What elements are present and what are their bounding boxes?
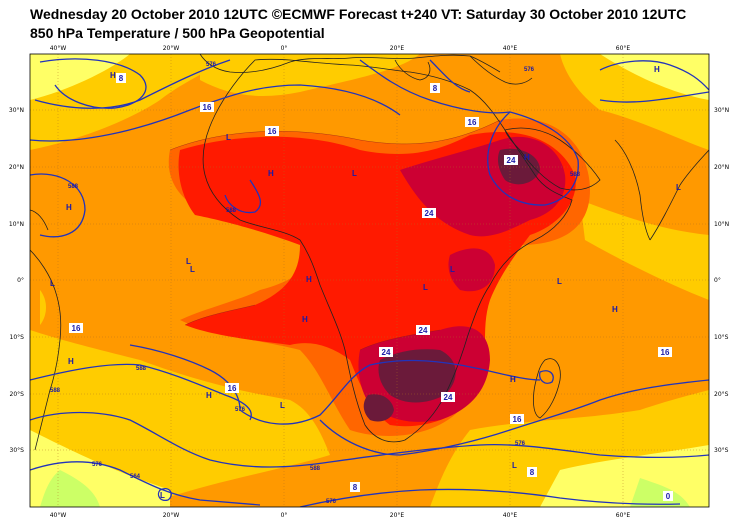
- pressure-center-mark: L: [50, 279, 55, 288]
- lon-tick: 0°: [281, 45, 288, 52]
- pressure-center-mark: H: [206, 391, 212, 400]
- isotherm-label: 24: [425, 209, 434, 218]
- lat-tick: 10°N: [9, 221, 24, 228]
- lat-tick: 0°: [17, 277, 24, 284]
- pressure-centers: H L L H H L L L H L H L H H L H H L H L …: [50, 65, 681, 500]
- isotherm-label: 16: [268, 127, 277, 136]
- lon-tick: 60°E: [616, 45, 631, 52]
- temperature-labels: 16 16 16 24 24 24 16 16 8 8 16 24 24 16 …: [69, 73, 673, 501]
- lat-tick: 30°N: [9, 107, 24, 114]
- geopotential-label: 576: [206, 62, 217, 68]
- isotherm-label: 8: [119, 74, 124, 83]
- coastline: [30, 54, 709, 451]
- geopotential-label: 588: [570, 172, 581, 178]
- pressure-center-mark: L: [190, 265, 195, 274]
- geopotential-label: 576: [524, 67, 535, 73]
- isotherm-label: 16: [468, 118, 477, 127]
- pressure-center-mark: L: [423, 283, 428, 292]
- pressure-center-mark: L: [557, 277, 562, 286]
- geopotential-label: 588: [50, 388, 61, 394]
- isotherm-label: 8: [530, 468, 535, 477]
- pressure-center-mark: L: [512, 461, 517, 470]
- forecast-subtitle: 850 hPa Temperature / 500 hPa Geopotenti…: [30, 25, 325, 41]
- isotherm-label: 24: [507, 156, 516, 165]
- lat-tick: 10°S: [10, 334, 25, 341]
- isotherm-label: 8: [353, 483, 358, 492]
- isotherm-label: 16: [513, 415, 522, 424]
- lon-tick: 40°W: [50, 45, 67, 52]
- pressure-center-mark: H: [110, 71, 116, 80]
- pressure-center-mark: H: [612, 305, 618, 314]
- isotherm-label: 0: [666, 492, 671, 501]
- pressure-center-mark: H: [66, 203, 72, 212]
- geopotential-label: 576: [92, 462, 103, 468]
- bottom-longitude-ticks: 40°W 20°W 0° 20°E 40°E 60°E: [50, 512, 631, 519]
- left-latitude-ticks: 30°N 20°N 10°N 0° 10°S 20°S 30°S: [9, 107, 24, 454]
- lon-tick: 40°E: [503, 512, 518, 519]
- lon-tick: 40°W: [50, 512, 67, 519]
- forecast-title: Wednesday 20 October 2010 12UTC ©ECMWF F…: [30, 6, 687, 22]
- pressure-center-mark: L: [226, 133, 231, 142]
- temperature-contours: [169, 119, 501, 351]
- isotherm-label: 16: [228, 384, 237, 393]
- pressure-center-mark: L: [186, 257, 191, 266]
- isotherm-label: 24: [382, 348, 391, 357]
- pressure-center-mark: L: [352, 169, 357, 178]
- pressure-center-mark: H: [306, 275, 312, 284]
- lon-tick: 20°W: [163, 45, 180, 52]
- pressure-center-mark: L: [676, 183, 681, 192]
- isotherm-label: 8: [433, 84, 438, 93]
- pressure-center-mark: H: [302, 315, 308, 324]
- lat-tick: 10°S: [714, 334, 729, 341]
- lon-tick: 20°E: [390, 512, 405, 519]
- pressure-center-mark: H: [654, 65, 660, 74]
- lon-tick: 20°E: [390, 45, 405, 52]
- lat-tick: 30°S: [714, 447, 729, 454]
- lat-tick: 30°S: [10, 447, 25, 454]
- geopotential-label: 576: [515, 441, 526, 447]
- pressure-center-mark: H: [524, 153, 530, 162]
- map-frame: [29, 53, 710, 508]
- geopotential-labels: 576 576 588 588 588 588 576 564 588 576 …: [50, 62, 581, 505]
- pressure-center-mark: H: [510, 375, 516, 384]
- lat-tick: 0°: [714, 277, 721, 284]
- top-longitude-ticks: 40°W 20°W 0° 20°E 40°E 60°E: [50, 45, 631, 52]
- isotherm-label: 16: [203, 103, 212, 112]
- temperature-field: [30, 54, 709, 507]
- lat-tick: 30°N: [714, 107, 729, 114]
- geopotential-contours: [30, 58, 709, 507]
- isotherm-label: 16: [72, 324, 81, 333]
- pressure-center-mark: L: [280, 401, 285, 410]
- right-latitude-ticks: 30°N 20°N 10°N 0° 10°S 20°S 30°S: [714, 107, 729, 454]
- lat-tick: 10°N: [714, 221, 729, 228]
- geopotential-label: 588: [226, 208, 237, 214]
- pressure-center-mark: L: [160, 491, 165, 500]
- lat-tick: 20°N: [9, 164, 24, 171]
- isotherm-label: 24: [419, 326, 428, 335]
- isotherm-label: 16: [661, 348, 670, 357]
- geopotential-label: 588: [68, 184, 79, 190]
- geopotential-label: 588: [310, 466, 321, 472]
- geopotential-label: 576: [235, 407, 246, 413]
- geopotential-label: 564: [130, 474, 141, 480]
- pressure-center-mark: L: [450, 265, 455, 274]
- lon-tick: 60°E: [616, 512, 631, 519]
- lon-tick: 0°: [281, 512, 288, 519]
- isotherm-label: 24: [444, 393, 453, 402]
- lon-tick: 20°W: [163, 512, 180, 519]
- lat-tick: 20°S: [10, 391, 25, 398]
- geopotential-label: 576: [326, 499, 337, 505]
- pressure-center-mark: H: [268, 169, 274, 178]
- pressure-center-mark: H: [68, 357, 74, 366]
- lon-tick: 40°E: [503, 45, 518, 52]
- geopotential-label: 588: [136, 366, 147, 372]
- lat-tick: 20°S: [714, 391, 729, 398]
- lat-tick: 20°N: [714, 164, 729, 171]
